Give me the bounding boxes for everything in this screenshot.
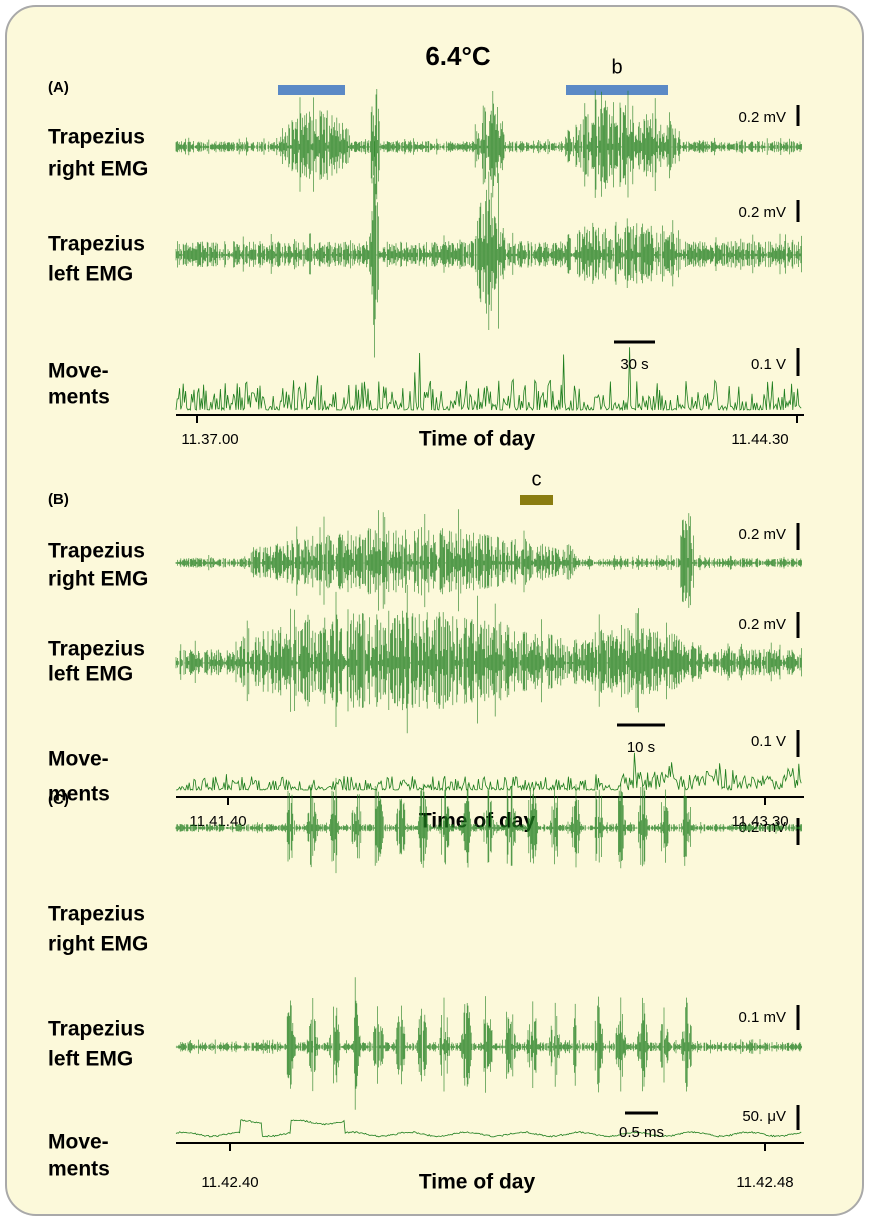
panel-background (5, 5, 864, 1216)
scale-label: 0.2 mV (738, 109, 786, 126)
x-tick-label: 11.41.40 (189, 813, 246, 830)
channel-label: right EMG (48, 158, 148, 181)
channel-label: Trapezius (48, 1018, 145, 1041)
time-scale-label: 10 s (627, 739, 655, 756)
channel-label: left EMG (48, 1048, 133, 1071)
channel-label: Trapezius (48, 638, 145, 661)
x-tick-label: 11.37.00 (181, 431, 238, 448)
title: 6.4°C (425, 41, 491, 71)
channel-label: Trapezius (48, 540, 145, 563)
x-axis-label: Time of day (419, 428, 536, 451)
marker-label: b (611, 56, 622, 78)
x-tick-label: 11.44.30 (731, 431, 788, 448)
channel-label: ments (48, 386, 110, 409)
x-tick-label: 11.42.40 (201, 1174, 258, 1191)
x-tick-label: 11.42.48 (736, 1174, 793, 1191)
panel-label: (C) (48, 791, 69, 808)
marker-label: c (532, 468, 542, 490)
movement-trace (175, 1119, 802, 1138)
scale-label: 50. μV (742, 1108, 786, 1125)
scale-label: 0.1 mV (738, 1009, 786, 1026)
emg-trace (175, 89, 802, 200)
channel-label: left EMG (48, 663, 133, 686)
channel-label: Move- (48, 360, 109, 383)
panel-label: (A) (48, 79, 69, 96)
emg-trace (175, 977, 802, 1110)
channel-label: Move- (48, 1131, 109, 1154)
channel-label: right EMG (48, 568, 148, 591)
scale-label: 0.1 V (751, 733, 786, 750)
channel-label: Trapezius (48, 233, 145, 256)
scale-label: 0.2 mV (738, 204, 786, 221)
movement-trace (175, 752, 802, 792)
time-scale-label: 0.5 ms (619, 1124, 664, 1141)
x-axis-label: Time of day (419, 810, 536, 833)
panel-label: (B) (48, 491, 69, 508)
channel-label: left EMG (48, 263, 133, 286)
channel-label: right EMG (48, 933, 148, 956)
scale-label: 0.1 V (751, 356, 786, 373)
marker-bar (520, 495, 553, 505)
channel-label: Move- (48, 748, 109, 771)
x-tick-label: 11.43.30 (731, 813, 788, 830)
channel-label: Trapezius (48, 126, 145, 149)
emg-trace (175, 141, 802, 358)
movement-trace (175, 347, 802, 412)
emg-trace (175, 585, 802, 734)
scale-label: 0.2 mV (738, 616, 786, 633)
channel-label: ments (48, 1158, 110, 1181)
channel-label: ments (48, 783, 110, 806)
channel-label: Trapezius (48, 903, 145, 926)
scale-label: 0.2 mV (738, 526, 786, 543)
time-scale-label: 30 s (620, 356, 648, 373)
x-axis-label: Time of day (419, 1171, 536, 1194)
marker-bar (566, 85, 668, 95)
marker-bar (278, 85, 345, 95)
